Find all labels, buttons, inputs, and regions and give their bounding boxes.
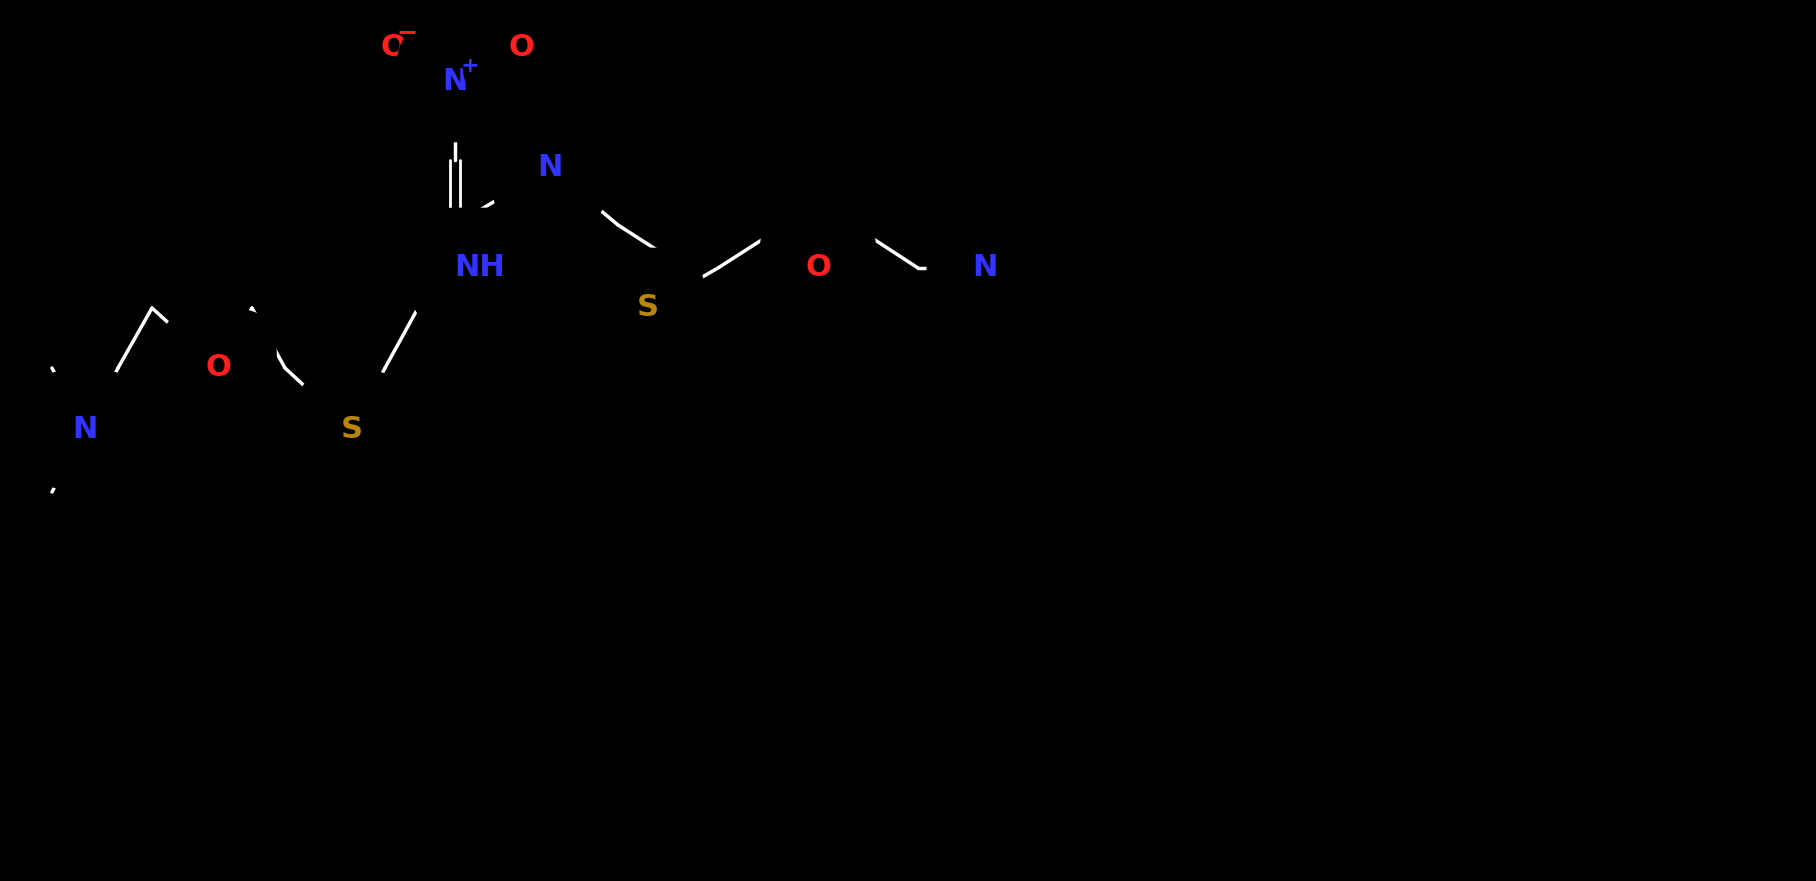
- Text: +: +: [461, 56, 479, 76]
- Text: N: N: [443, 68, 469, 97]
- Text: N: N: [73, 416, 98, 445]
- Text: O: O: [205, 353, 231, 382]
- Text: N: N: [972, 254, 997, 283]
- Text: S: S: [637, 293, 659, 322]
- Text: N: N: [538, 153, 563, 182]
- Text: −: −: [396, 20, 418, 44]
- Text: O: O: [508, 33, 534, 62]
- Text: NH: NH: [454, 254, 505, 283]
- Text: O: O: [804, 254, 832, 283]
- Text: H: H: [538, 130, 561, 158]
- Text: O: O: [380, 33, 407, 62]
- Text: S: S: [341, 416, 363, 445]
